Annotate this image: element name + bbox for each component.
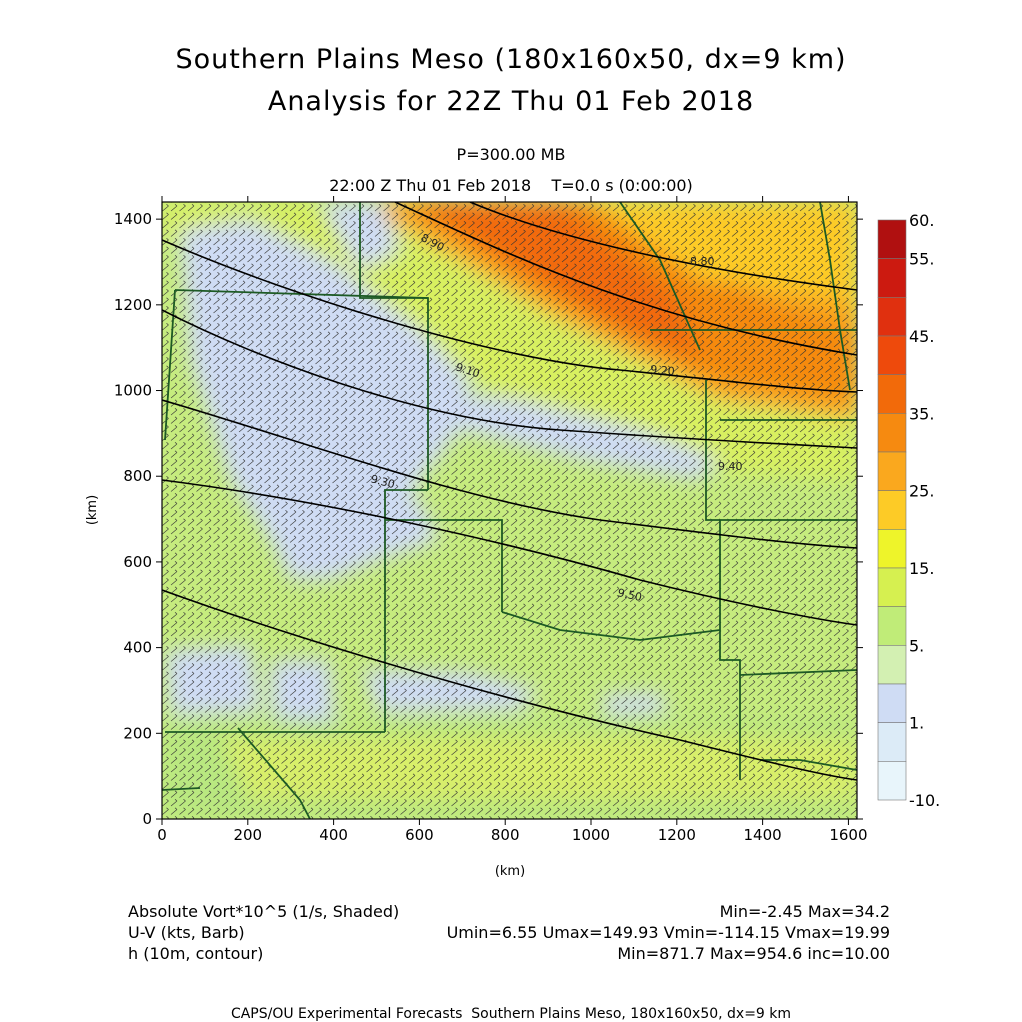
variable-stats-height: Min=871.7 Max=954.6 inc=10.00 [617,944,890,963]
vorticity-shading [162,202,857,819]
x-axis: 0 200 400 600 800 1000 1200 1400 1600 [157,196,868,844]
contour-label: 9.30 [369,472,396,491]
colorbar-label: 55. [909,250,934,269]
colorbar-bin [877,606,907,646]
x-tick-label: 600 [405,826,434,844]
colorbar-bin [877,219,907,259]
contour-label: 9.40 [718,460,743,473]
y-tick-label: 200 [123,724,152,742]
credit-line: CAPS/OU Experimental Forecasts Southern … [230,1006,792,1022]
colorbar-label: 1. [909,714,924,733]
variable-name-height: h (10m, contour) [128,944,264,963]
colorbar-bin [877,567,907,607]
y-tick-label: 800 [123,467,152,485]
colorbar-label: -10. [909,791,940,810]
colorbar-label: 60. [909,211,934,230]
colorbar: 60. 55. 45. 35. 25. 15. 5. 1. -10. [877,211,940,810]
colorbar-label: 35. [909,404,934,423]
colorbar-bin [877,761,907,801]
y-tick-label: 600 [123,553,152,571]
height-contours [162,202,857,781]
x-axis-label: (km) [495,864,525,879]
state-boundaries [162,202,857,819]
colorbar-bin [877,297,907,337]
colorbar-bin [877,645,907,685]
x-tick-label: 1600 [829,826,867,844]
y-tick-label: 1200 [114,296,152,314]
colorbar-bin [877,683,907,723]
colorbar-bin [877,722,907,762]
y-tick-label: 1000 [114,382,152,400]
colorbar-bin [877,451,907,491]
colorbar-label: 5. [909,636,924,655]
colorbar-bin [877,529,907,569]
contour-label: 9.20 [650,363,676,378]
x-tick-label: 400 [319,826,348,844]
chart-title-line-2: Analysis for 22Z Thu 01 Feb 2018 [267,86,755,117]
colorbar-bin [877,413,907,453]
x-tick-label: 200 [233,826,262,844]
y-tick-label: 0 [142,810,152,828]
x-tick-label: 0 [157,826,167,844]
chart-title-line-1: Southern Plains Meso (180x160x50, dx=9 k… [175,44,847,75]
colorbar-label: 25. [909,482,934,501]
valid-time-label: 22:00 Z Thu 01 Feb 2018 T=0.0 s (0:00:00… [329,176,693,195]
x-tick-label: 1000 [572,826,610,844]
x-tick-label: 800 [491,826,520,844]
x-tick-label: 1200 [658,826,696,844]
pressure-level-label: P=300.00 MB [456,145,566,164]
variable-name-vorticity: Absolute Vort*10^5 (1/s, Shaded) [128,902,400,921]
colorbar-bin [877,490,907,530]
plot-frame [161,201,858,820]
colorbar-bin [877,335,907,375]
contour-label: 9.50 [616,586,643,604]
variable-stats-vorticity: Min=-2.45 Max=34.2 [719,902,890,921]
variable-stats-wind: Umin=6.55 Umax=149.93 Vmin=-114.15 Vmax=… [446,923,890,942]
y-tick-label: 400 [123,639,152,657]
colorbar-label: 15. [909,559,934,578]
y-axis-label: (km) [85,495,100,525]
variable-name-wind: U-V (kts, Barb) [128,923,245,942]
colorbar-bin [877,258,907,298]
contour-label: 8.80 [690,255,715,268]
y-axis: 0 200 400 600 800 1000 1200 1400 [114,210,863,828]
y-tick-label: 1400 [114,210,152,228]
x-tick-label: 1400 [744,826,782,844]
colorbar-bin [877,374,907,414]
colorbar-label: 45. [909,327,934,346]
